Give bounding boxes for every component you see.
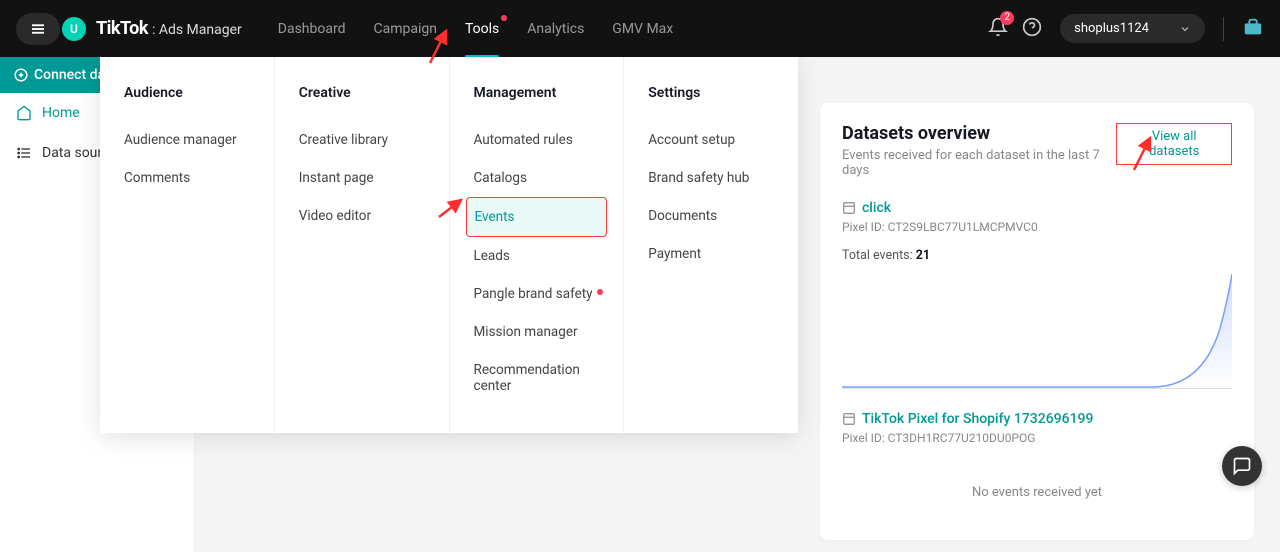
nav-item-gmv-max[interactable]: GMV Max — [612, 17, 673, 41]
dataset-name[interactable]: TikTok Pixel for Shopify 1732696199 — [862, 411, 1093, 427]
total-events: Total events: 21 — [842, 248, 1232, 263]
chat-fab[interactable] — [1222, 446, 1262, 486]
help-button[interactable] — [1022, 17, 1042, 41]
mega-col-audience: Audience Audience managerComments — [100, 57, 275, 433]
mega-item-pangle-brand-safety[interactable]: Pangle brand safety — [466, 275, 608, 313]
mega-item-payment[interactable]: Payment — [640, 235, 782, 273]
notification-count: 2 — [1000, 11, 1014, 25]
mega-item-creative-library[interactable]: Creative library — [291, 121, 433, 159]
mega-item-catalogs[interactable]: Catalogs — [466, 159, 608, 197]
dataset-icon — [842, 412, 856, 426]
mega-heading: Creative — [299, 85, 425, 101]
tools-mega-menu: Audience Audience managerComments Creative… — [100, 57, 798, 433]
nav-item-dashboard[interactable]: Dashboard — [278, 17, 346, 41]
brand-sub: : Ads Manager — [152, 22, 242, 38]
mega-col-management: Management Automated rulesCatalogsEventsL… — [450, 57, 625, 433]
dataset-block: click Pixel ID: CT2S9LBC77U1LMCPMVC0 Total… — [842, 200, 1232, 389]
nav-item-campaign[interactable]: Campaign — [373, 17, 436, 41]
nav-item-analytics[interactable]: Analytics — [527, 17, 584, 41]
mega-item-brand-safety-hub[interactable]: Brand safety hub — [640, 159, 782, 197]
mega-heading: Settings — [648, 85, 774, 101]
notification-dot — [501, 15, 507, 21]
no-events-message: No events received yet — [842, 445, 1232, 520]
dataset-block: TikTok Pixel for Shopify 1732696199 Pixel… — [842, 411, 1232, 520]
account-switcher[interactable]: shoplus1124 — [1060, 14, 1205, 43]
account-name: shoplus1124 — [1074, 21, 1149, 36]
mega-item-instant-page[interactable]: Instant page — [291, 159, 433, 197]
dataset-name[interactable]: click — [862, 200, 891, 216]
mega-item-comments[interactable]: Comments — [116, 159, 258, 197]
chart — [842, 269, 1232, 389]
sidebar-label: Home — [42, 105, 80, 121]
mega-item-documents[interactable]: Documents — [640, 197, 782, 235]
hamburger-menu[interactable] — [16, 13, 60, 45]
mega-item-automated-rules[interactable]: Automated rules — [466, 121, 608, 159]
mega-item-events[interactable]: Events — [466, 197, 608, 237]
mega-item-audience-manager[interactable]: Audience manager — [116, 121, 258, 159]
panel-subtitle: Events received for each dataset in the … — [842, 148, 1116, 178]
view-all-datasets-button[interactable]: View all datasets — [1116, 123, 1232, 165]
mega-item-leads[interactable]: Leads — [466, 237, 608, 275]
avatar[interactable]: U — [62, 17, 86, 41]
pixel-id: Pixel ID: CT3DH1RC77U210DU0POG — [842, 431, 1232, 445]
business-center-icon[interactable] — [1242, 16, 1264, 42]
mega-heading: Management — [474, 85, 600, 101]
notification-dot — [597, 289, 603, 295]
nav-items: Dashboard Campaign Tools Analytics GMV Max — [278, 17, 673, 41]
nav-item-tools[interactable]: Tools — [465, 17, 499, 41]
dataset-icon — [842, 201, 856, 215]
mega-item-video-editor[interactable]: Video editor — [291, 197, 433, 235]
mega-item-mission-manager[interactable]: Mission manager — [466, 313, 608, 351]
nav-right: 2 shoplus1124 — [988, 14, 1264, 43]
mega-col-creative: Creative Creative libraryInstant pageVide… — [275, 57, 450, 433]
datasets-panel: Datasets overview Events received for ea… — [820, 103, 1254, 540]
mega-item-recommendation-center[interactable]: Recommendation center — [466, 351, 608, 405]
notifications-button[interactable]: 2 — [988, 17, 1008, 41]
mega-heading: Audience — [124, 85, 250, 101]
connect-label: Connect da — [34, 67, 105, 83]
mega-item-account-setup[interactable]: Account setup — [640, 121, 782, 159]
mega-col-settings: Settings Account setupBrand safety hubDoc… — [624, 57, 798, 433]
brand-name: TikTok — [96, 18, 148, 39]
divider — [1223, 17, 1224, 41]
brand: TikTok : Ads Manager — [96, 18, 242, 39]
top-nav: U TikTok : Ads Manager Dashboard Campaign… — [0, 0, 1280, 57]
pixel-id: Pixel ID: CT2S9LBC77U1LMCPMVC0 — [842, 220, 1232, 234]
panel-title: Datasets overview — [842, 123, 1116, 144]
